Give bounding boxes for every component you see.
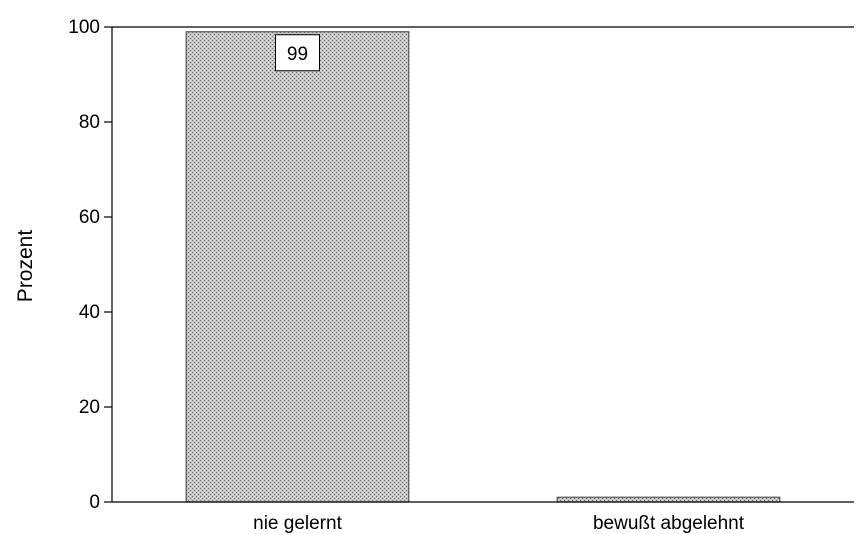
- bars-group: 99: [185, 31, 781, 503]
- bar: [556, 496, 781, 503]
- y-tick-label: 0: [89, 492, 100, 513]
- y-tick-label: 80: [79, 112, 100, 133]
- y-tick-label: 60: [79, 207, 100, 228]
- y-tick-label: 40: [79, 302, 100, 323]
- bar: [185, 31, 410, 503]
- y-tick-label: 20: [79, 397, 100, 418]
- y-axis-title: Prozent: [14, 230, 37, 303]
- category-label: nie gelernt: [253, 513, 342, 534]
- x-axis-labels: nie gelernt bewußt abgelehnt: [253, 513, 745, 534]
- data-label: 99: [287, 44, 308, 65]
- y-axis-ticks: 0 20 40 60 80 100: [68, 17, 112, 513]
- y-tick-label: 100: [68, 17, 100, 38]
- category-label: bewußt abgelehnt: [593, 513, 745, 534]
- data-label-box: [275, 34, 320, 72]
